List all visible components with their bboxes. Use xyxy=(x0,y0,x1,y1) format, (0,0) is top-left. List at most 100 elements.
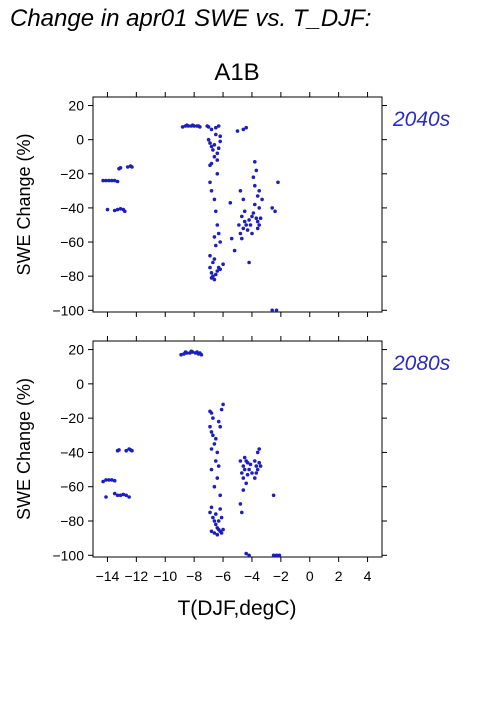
data-point xyxy=(244,551,248,556)
plot-frame xyxy=(92,340,383,558)
data-point xyxy=(250,231,254,236)
x-tick-label: 0 xyxy=(306,568,314,584)
data-point xyxy=(205,124,209,128)
data-point xyxy=(245,228,250,232)
data-point xyxy=(209,529,214,534)
scenario-label: A1B xyxy=(214,59,259,86)
data-point xyxy=(248,462,253,467)
data-point xyxy=(244,223,248,227)
data-point xyxy=(215,151,220,156)
data-point xyxy=(118,166,123,170)
y-tick-label: −40 xyxy=(60,200,84,216)
data-point xyxy=(251,211,256,215)
data-point xyxy=(110,178,114,183)
data-point xyxy=(211,148,215,152)
data-point xyxy=(208,424,212,429)
data-point xyxy=(257,206,262,210)
x-tick-label: −6 xyxy=(215,568,231,584)
x-tick-label: −8 xyxy=(186,568,202,584)
data-point xyxy=(189,349,194,354)
data-point xyxy=(130,165,134,169)
data-point xyxy=(242,209,247,214)
data-point xyxy=(244,459,248,463)
y-tick-label: 20 xyxy=(68,98,84,114)
y-tick-label: 0 xyxy=(76,132,84,148)
data-point xyxy=(241,226,246,231)
data-point xyxy=(208,265,212,270)
x-tick-label: −2 xyxy=(273,568,289,584)
data-point xyxy=(211,416,215,420)
y-tick-label: −80 xyxy=(60,268,84,284)
y-tick-label: 0 xyxy=(76,376,84,392)
data-point xyxy=(255,467,260,472)
data-point xyxy=(214,272,218,277)
data-point xyxy=(257,447,262,451)
data-point xyxy=(273,209,277,214)
data-point xyxy=(179,352,183,357)
data-point xyxy=(208,253,212,258)
data-point xyxy=(270,206,275,210)
data-point xyxy=(255,219,260,224)
y-tick-label: −80 xyxy=(60,513,84,529)
data-point xyxy=(208,141,212,145)
data-point xyxy=(112,178,117,183)
main-title: Change in apr01 SWE vs. T_DJF: xyxy=(10,5,372,32)
y-axis-label: SWE Change (%) xyxy=(14,133,34,275)
data-point xyxy=(248,223,253,227)
data-point xyxy=(216,464,221,468)
data-point xyxy=(241,476,246,480)
data-point xyxy=(258,464,263,468)
data-point xyxy=(219,515,224,520)
data-point xyxy=(253,476,257,480)
data-point xyxy=(254,168,259,173)
data-point xyxy=(209,276,214,280)
data-point xyxy=(209,505,214,510)
data-point xyxy=(250,471,254,475)
y-tick-label: −60 xyxy=(60,479,84,495)
data-point xyxy=(221,262,225,267)
data-point xyxy=(257,223,262,227)
data-point xyxy=(211,515,215,520)
data-point xyxy=(235,129,240,133)
data-point xyxy=(215,450,220,455)
data-point xyxy=(104,178,108,183)
data-point xyxy=(214,512,218,516)
data-point xyxy=(244,481,248,486)
data-point xyxy=(124,493,128,498)
data-point xyxy=(125,165,130,169)
data-point xyxy=(218,267,222,272)
data-point xyxy=(107,478,111,482)
data-point xyxy=(209,467,214,472)
data-point xyxy=(208,180,212,185)
data-point xyxy=(228,201,233,205)
y-tick-label: −20 xyxy=(60,166,84,182)
y-axis-label: SWE Change (%) xyxy=(14,378,34,520)
data-point xyxy=(253,459,257,463)
data-point xyxy=(219,531,224,535)
plot-frame xyxy=(92,96,383,313)
data-point xyxy=(198,351,202,355)
data-point xyxy=(218,424,222,429)
data-point xyxy=(245,472,250,477)
data-point xyxy=(250,214,254,219)
data-point xyxy=(218,139,222,144)
data-point xyxy=(240,236,244,241)
data-point xyxy=(247,467,251,472)
data-point xyxy=(112,478,117,483)
data-point xyxy=(211,260,215,265)
data-point xyxy=(214,522,218,527)
data-point xyxy=(117,448,121,452)
period-label: 2040s xyxy=(392,108,451,131)
y-tick-label: −100 xyxy=(52,547,84,563)
data-point xyxy=(104,495,108,499)
data-point xyxy=(232,248,237,253)
data-point xyxy=(218,507,222,511)
data-point xyxy=(247,260,251,265)
data-point xyxy=(112,208,117,213)
data-point xyxy=(185,123,189,127)
data-point xyxy=(271,493,276,498)
data-point xyxy=(257,460,262,465)
data-point xyxy=(212,277,217,282)
data-point xyxy=(274,553,279,558)
